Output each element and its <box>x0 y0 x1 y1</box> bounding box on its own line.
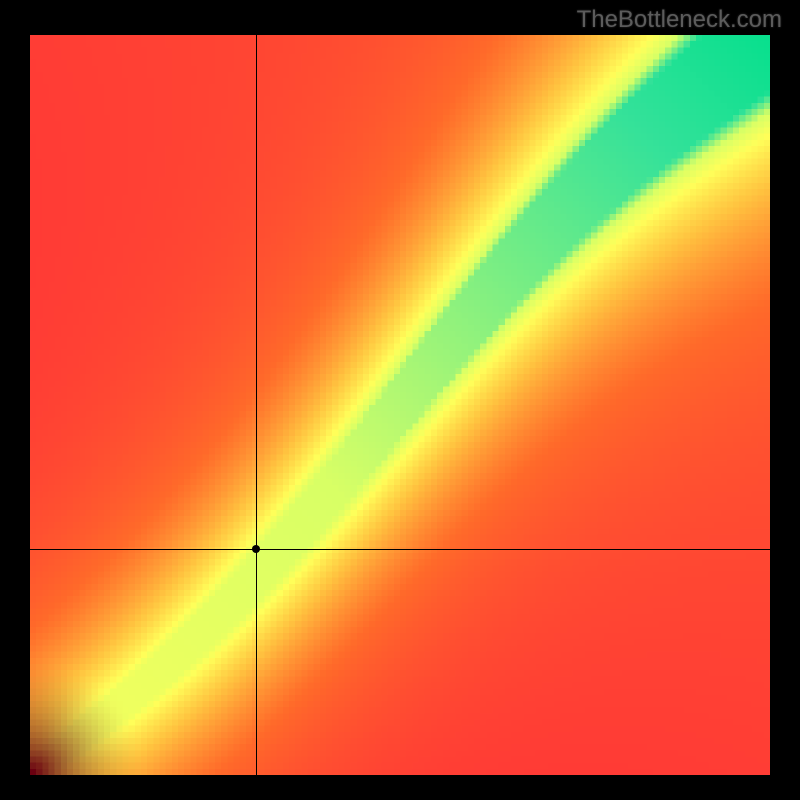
bottleneck-heatmap <box>30 35 770 775</box>
crosshair-vertical <box>256 35 257 775</box>
watermark-text: TheBottleneck.com <box>577 6 782 34</box>
crosshair-horizontal <box>30 549 770 550</box>
chart-container: TheBottleneck.com <box>0 0 800 800</box>
crosshair-dot <box>252 545 260 553</box>
